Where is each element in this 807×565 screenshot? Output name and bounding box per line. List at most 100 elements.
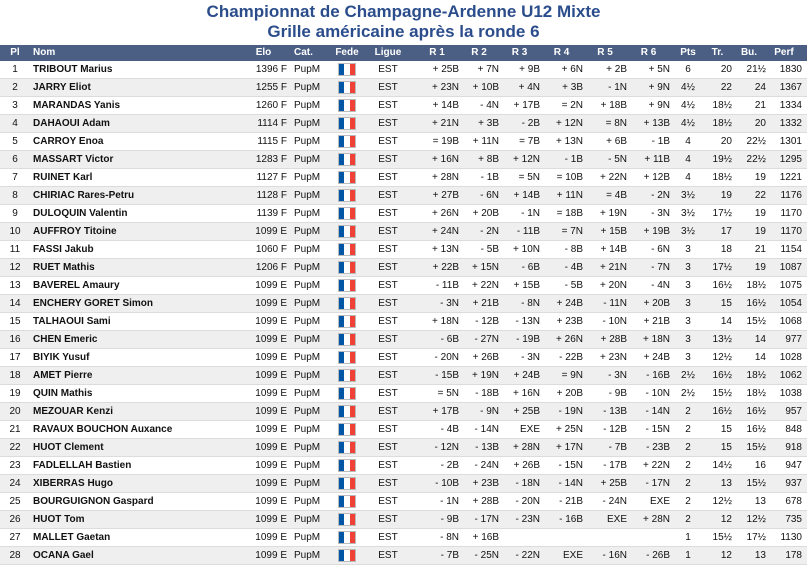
table-cell: EST — [378, 370, 398, 381]
table-cell: 1154 — [780, 244, 802, 255]
table-cell: + 11N — [472, 136, 499, 147]
table-cell: - 5N — [608, 154, 627, 165]
column-header: Bu. — [740, 47, 758, 58]
table-cell: EXE — [649, 496, 670, 507]
table-cell: - 9B — [608, 388, 627, 399]
table-cell: 3½ — [681, 190, 695, 201]
table-cell: PupM — [294, 208, 321, 219]
player-name: CARROY Enoa — [33, 136, 104, 147]
table-cell: EST — [378, 262, 398, 273]
table-cell: 1038 — [779, 388, 802, 399]
table-cell: - 11N — [603, 298, 627, 309]
table-cell: + 23N — [432, 82, 459, 93]
table-cell: 3 — [685, 262, 691, 273]
table-cell: EST — [378, 64, 398, 75]
table-cell: - 17B — [603, 460, 627, 471]
table-cell: + 21N — [600, 262, 627, 273]
table-cell: EST — [378, 352, 398, 363]
table-cell: PupM — [294, 172, 321, 183]
flag-icon — [338, 441, 356, 454]
table-cell: 15 — [9, 316, 21, 327]
table-cell: 18½ — [746, 388, 766, 399]
table-cell: - 11B — [516, 226, 540, 237]
table-cell: + 24B — [513, 370, 540, 381]
table-cell: + 5N — [648, 64, 670, 75]
table-cell: 19 — [754, 262, 766, 273]
player-name: QUIN Mathis — [33, 388, 93, 399]
player-name: BOURGUIGNON Gaspard — [33, 496, 154, 507]
table-cell: 947 — [785, 460, 802, 471]
table-cell: PupM — [294, 64, 321, 75]
table-cell: = 4B — [606, 190, 627, 201]
table-cell: - 11B — [435, 280, 459, 291]
table-cell: + 25B — [600, 478, 627, 489]
player-row: 18 AMET Pierre 1099 E PupM EST - 15B + 19N + 24… — [0, 367, 807, 385]
table-cell: 1099 E — [255, 280, 287, 291]
column-header: R 2 — [471, 47, 487, 58]
table-cell: + 18B — [600, 100, 627, 111]
player-row: 5 CARROY Enoa 1115 F PupM EST = 19B + 11N = 7B +… — [0, 133, 807, 151]
table-cell: 2 — [685, 514, 691, 525]
table-cell: - 6B — [521, 262, 540, 273]
table-cell: 17 — [9, 352, 21, 363]
table-cell: 1176 — [780, 190, 802, 201]
table-cell: 3 — [685, 352, 691, 363]
table-cell: + 24B — [643, 352, 670, 363]
table-cell: + 16B — [472, 532, 499, 543]
table-cell: 16½ — [712, 370, 732, 381]
column-header: Cat. — [294, 47, 313, 58]
table-cell: 1099 E — [255, 316, 287, 327]
table-cell: + 23N — [600, 352, 627, 363]
table-cell: - 23B — [646, 442, 670, 453]
table-cell: EST — [378, 442, 398, 453]
table-cell: + 8B — [478, 154, 499, 165]
table-cell: - 3N — [651, 208, 670, 219]
table-cell: 2 — [12, 82, 18, 93]
table-cell: PupM — [294, 478, 321, 489]
player-row: 16 CHEN Emeric 1099 E PupM EST - 6B - 27N - 19B… — [0, 331, 807, 349]
column-header: R 4 — [553, 47, 570, 58]
player-name: OCANA Gael — [33, 550, 94, 561]
table-cell: - 12B — [475, 316, 499, 327]
table-cell: EXE — [562, 550, 583, 561]
table-cell: PupM — [294, 298, 321, 309]
table-cell: - 24N — [474, 460, 499, 471]
table-cell: - 7B — [440, 550, 459, 561]
table-cell: 18½ — [746, 370, 766, 381]
table-cell: 12½ — [712, 496, 732, 507]
table-cell: 1830 — [779, 64, 802, 75]
table-cell: - 20N — [515, 496, 540, 507]
table-cell: 19 — [754, 172, 766, 183]
table-cell: 4 — [685, 154, 691, 165]
table-cell: 1127 F — [256, 172, 287, 183]
table-cell: EST — [378, 478, 398, 489]
flag-icon — [338, 189, 356, 202]
table-cell: 20 — [9, 406, 21, 417]
table-cell: EXE — [606, 514, 627, 525]
table-cell: + 26B — [513, 460, 540, 471]
flag-icon — [338, 405, 356, 418]
table-cell: 7 — [12, 172, 18, 183]
table-cell: - 26B — [646, 550, 670, 561]
table-cell: + 20B — [556, 388, 583, 399]
table-cell: + 12N — [556, 118, 583, 129]
player-name: AUFFROY Titoine — [33, 226, 117, 237]
table-cell: EST — [378, 190, 398, 201]
flag-icon — [338, 153, 356, 166]
table-cell: PupM — [294, 424, 321, 435]
table-cell: 1099 E — [255, 550, 287, 561]
table-cell: - 18B — [475, 388, 499, 399]
table-cell: = 8N — [605, 118, 627, 129]
table-cell: EST — [378, 136, 398, 147]
table-cell: 18½ — [712, 100, 732, 111]
table-cell: + 20B — [643, 298, 670, 309]
flag-icon — [338, 225, 356, 238]
table-cell: - 16N — [602, 550, 627, 561]
table-cell: 16 — [754, 460, 766, 471]
table-cell: 1 — [685, 550, 691, 561]
table-cell: - 19B — [516, 334, 540, 345]
table-cell: 735 — [785, 514, 802, 525]
table-cell: PupM — [294, 532, 321, 543]
table-cell: PupM — [294, 190, 321, 201]
